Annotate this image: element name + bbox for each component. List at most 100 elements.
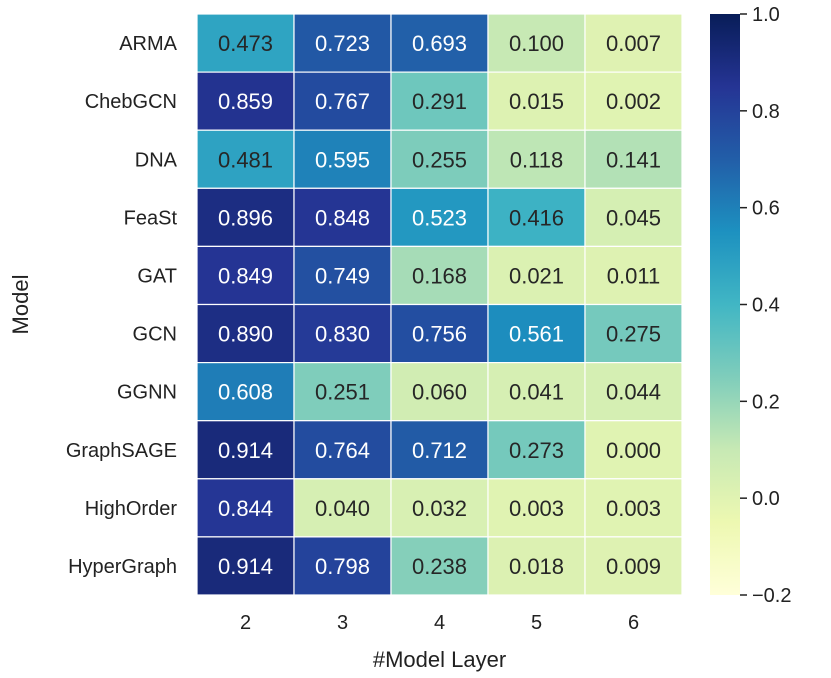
cell-value-label-gcn-layer-3: 0.830	[315, 322, 370, 347]
cell-value-label-arma-layer-3: 0.723	[315, 31, 370, 56]
y-axis-tick-labels: ARMA ChebGCN DNA FeaSt GAT GCN GGNN GraphSAGE Hi…	[66, 33, 178, 578]
heatmap-cells	[196, 13, 683, 596]
cell-value-label-gat-layer-6: 0.011	[607, 263, 660, 288]
cell-value-label-feast-layer-6: 0.045	[606, 205, 661, 230]
y-tick-label-ggnn: GGNN	[117, 382, 177, 404]
heatmap-cell-dna-layer-5	[487, 129, 586, 189]
heatmap-value-labels: 0.473 0.723 0.693 0.100 0.007 0.859 0.767 0.291…	[218, 31, 661, 579]
cell-value-label-ggnn-layer-2: 0.608	[218, 380, 273, 405]
cell-value-label-ggnn-layer-3: 0.251	[315, 380, 370, 405]
x-tick-label-2: 2	[240, 612, 251, 634]
heatmap-cell-gcn-layer-4	[390, 303, 489, 364]
heatmap-cell-arma-layer-4	[390, 13, 489, 73]
cell-value-label-chebgcn-layer-3: 0.767	[315, 89, 370, 114]
cell-value-label-ggnn-layer-6: 0.044	[606, 380, 661, 405]
cell-value-label-feast-layer-5: 0.416	[509, 205, 564, 230]
heatmap-cell-graphsage-layer-3	[293, 420, 392, 480]
heatmap-cell-chebgcn-layer-6	[584, 71, 683, 131]
cell-value-label-dna-layer-4: 0.255	[412, 147, 467, 172]
cell-value-label-graphsage-layer-2: 0.914	[218, 438, 273, 463]
colorbar-tick-label: 0.2	[752, 391, 780, 413]
cell-value-label-feast-layer-3: 0.848	[315, 205, 370, 230]
heatmap-cell-graphsage-layer-2	[196, 420, 295, 480]
heatmap-cell-gat-layer-4	[390, 245, 489, 306]
cell-value-label-graphsage-layer-3: 0.764	[315, 438, 370, 463]
heatmap-cell-graphsage-layer-6	[584, 420, 683, 480]
cell-value-label-chebgcn-layer-6: 0.002	[606, 89, 661, 114]
cell-value-label-highorder-layer-5: 0.003	[509, 496, 564, 521]
heatmap-cell-hypergraph-layer-2	[196, 536, 295, 596]
y-tick-label-highorder: HighOrder	[85, 498, 178, 520]
cell-value-label-gat-layer-3: 0.749	[315, 263, 370, 288]
x-tick-label-5: 5	[531, 612, 542, 634]
cell-value-label-arma-layer-5: 0.100	[509, 31, 564, 56]
cell-value-label-graphsage-layer-5: 0.273	[509, 438, 564, 463]
cell-value-label-highorder-layer-3: 0.040	[315, 496, 370, 521]
heatmap-cell-arma-layer-3	[293, 13, 392, 73]
cell-value-label-gcn-layer-4: 0.756	[412, 322, 467, 347]
cell-value-label-dna-layer-2: 0.481	[218, 147, 273, 172]
x-tick-label-6: 6	[628, 612, 639, 634]
cell-value-label-hypergraph-layer-5: 0.018	[509, 554, 564, 579]
colorbar-tick-label: 0.4	[752, 295, 780, 317]
y-axis-title: Model	[8, 275, 33, 335]
heatmap-cell-feast-layer-2	[196, 187, 295, 248]
heatmap-cell-highorder-layer-6	[584, 478, 683, 538]
heatmap-cell-gcn-layer-3	[293, 303, 392, 364]
heatmap-cell-highorder-layer-3	[293, 478, 392, 538]
cell-value-label-ggnn-layer-4: 0.060	[412, 380, 467, 405]
cell-value-label-arma-layer-4: 0.693	[412, 31, 467, 56]
cell-value-label-dna-layer-3: 0.595	[315, 147, 370, 172]
x-tick-label-3: 3	[337, 612, 348, 634]
cell-value-label-gcn-layer-6: 0.275	[606, 322, 661, 347]
y-tick-label-arma: ARMA	[119, 33, 177, 55]
colorbar-tick-label: 0.6	[752, 198, 780, 220]
heatmap-cell-ggnn-layer-2	[196, 362, 295, 422]
colorbar-tick-label: 1.0	[752, 4, 780, 26]
heatmap-cell-graphsage-layer-5	[487, 420, 586, 480]
cell-value-label-gat-layer-4: 0.168	[412, 263, 467, 288]
y-tick-label-chebgcn: ChebGCN	[85, 91, 177, 113]
cell-value-label-graphsage-layer-6: 0.000	[606, 438, 661, 463]
heatmap-cell-gat-layer-2	[196, 245, 295, 306]
cell-value-label-hypergraph-layer-6: 0.009	[606, 554, 661, 579]
cell-value-label-feast-layer-2: 0.896	[218, 205, 273, 230]
colorbar-ticks: 1.0 0.8 0.6 0.4 0.2 0.0 −0.2	[740, 4, 791, 607]
cell-value-label-ggnn-layer-5: 0.041	[509, 380, 564, 405]
cell-value-label-arma-layer-6: 0.007	[606, 31, 661, 56]
cell-value-label-hypergraph-layer-2: 0.914	[218, 554, 273, 579]
heatmap-cell-gcn-layer-5	[487, 303, 586, 364]
cell-value-label-chebgcn-layer-4: 0.291	[412, 89, 467, 114]
cell-value-label-graphsage-layer-4: 0.712	[412, 438, 467, 463]
cell-value-label-chebgcn-layer-2: 0.859	[218, 89, 273, 114]
y-tick-label-dna: DNA	[135, 149, 178, 171]
cell-value-label-gcn-layer-5: 0.561	[509, 322, 564, 347]
cell-value-label-highorder-layer-2: 0.844	[218, 496, 273, 521]
heatmap-cell-highorder-layer-4	[390, 478, 489, 538]
y-tick-label-hypergraph: HyperGraph	[68, 556, 177, 578]
heatmap-cell-feast-layer-5	[487, 187, 586, 248]
heatmap-cell-feast-layer-4	[390, 187, 489, 248]
cell-value-label-dna-layer-6: 0.141	[606, 147, 661, 172]
heatmap-cell-chebgcn-layer-4	[390, 71, 489, 131]
heatmap-cell-dna-layer-3	[293, 129, 392, 189]
heatmap-cell-hypergraph-layer-3	[293, 536, 392, 596]
heatmap-cell-hypergraph-layer-4	[390, 536, 489, 596]
cell-value-label-dna-layer-5: 0.118	[510, 147, 563, 172]
cell-value-label-hypergraph-layer-4: 0.238	[412, 554, 467, 579]
heatmap-cell-gat-layer-3	[293, 245, 392, 306]
y-tick-label-feast: FeaSt	[124, 207, 178, 229]
x-tick-label-4: 4	[434, 612, 445, 634]
y-tick-label-graphsage: GraphSAGE	[66, 440, 177, 462]
colorbar-tick-label: 0.0	[752, 488, 780, 510]
cell-value-label-highorder-layer-6: 0.003	[606, 496, 661, 521]
y-tick-label-gcn: GCN	[133, 324, 177, 346]
heatmap-cell-feast-layer-3	[293, 187, 392, 248]
heatmap-cell-arma-layer-2	[196, 13, 295, 73]
heatmap-cell-feast-layer-6	[584, 187, 683, 248]
heatmap-cell-chebgcn-layer-2	[196, 71, 295, 131]
cell-value-label-gat-layer-2: 0.849	[218, 263, 273, 288]
cell-value-label-feast-layer-4: 0.523	[412, 205, 467, 230]
colorbar	[710, 14, 740, 595]
